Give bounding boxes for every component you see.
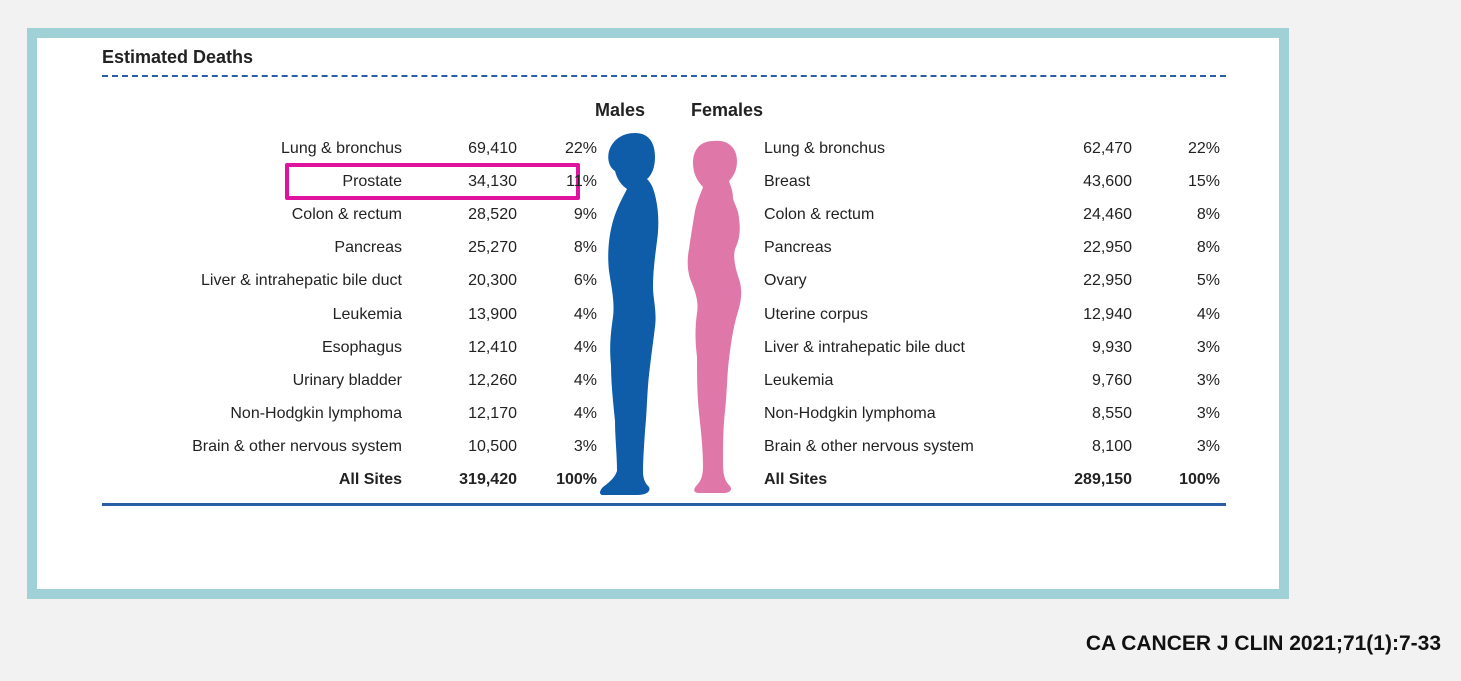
death-percent: 8% [573,239,597,256]
prostate-highlight-box [285,163,580,200]
table-row: Colon & rectum 28,520 9% [147,198,597,231]
table-row: Esophagus 12,410 4% [147,331,597,364]
death-percent: 4% [573,339,597,356]
table-row: Brain & other nervous system 10,500 3% [147,430,597,463]
table-row: Non-Hodgkin lymphoma 12,170 4% [147,397,597,430]
table-row: Prostate 34,130 11% [147,165,597,198]
death-percent: 3% [573,438,597,455]
death-count: 69,410 [468,140,517,157]
site-name: Non-Hodgkin lymphoma [764,405,936,422]
death-percent: 3% [1196,372,1220,389]
estimated-deaths-panel: Estimated Deaths Males Females Lung & br… [27,28,1289,599]
death-percent: 22% [1187,140,1220,157]
table-row: Uterine corpus 12,940 4% [764,298,1220,331]
death-count: 12,170 [468,405,517,422]
death-count: 10,500 [468,438,517,455]
table-row: Liver & intrahepatic bile duct 20,300 6% [147,264,597,297]
death-count: 34,130 [468,173,517,190]
death-count: 12,410 [468,339,517,356]
site-name: Non-Hodgkin lymphoma [230,405,402,422]
table-row: Breast 43,600 15% [764,165,1220,198]
table-row: Lung & bronchus 62,470 22% [764,132,1220,165]
table-row: Colon & rectum 24,460 8% [764,198,1220,231]
site-name: Esophagus [321,339,402,356]
site-name: Lung & bronchus [281,140,402,157]
dashed-divider [102,75,1226,77]
bottom-rule [102,503,1226,506]
site-name: Urinary bladder [292,372,402,389]
site-name: All Sites [764,471,828,488]
site-name: Ovary [764,272,807,289]
site-name: All Sites [338,471,402,488]
death-count: 8,550 [1091,405,1132,422]
site-name: Leukemia [764,372,834,389]
table-row: Pancreas 25,270 8% [147,231,597,264]
site-name: Colon & rectum [291,206,402,223]
total-row: All Sites 319,420 100% [147,463,597,496]
death-count: 20,300 [468,272,517,289]
table-row: Non-Hodgkin lymphoma 8,550 3% [764,397,1220,430]
site-name: Liver & intrahepatic bile duct [201,272,402,289]
death-percent: 5% [1196,272,1220,289]
table-row: Lung & bronchus 69,410 22% [147,132,597,165]
death-percent: 4% [1196,306,1220,323]
death-count: 289,150 [1074,471,1132,488]
table-row: Ovary 22,950 5% [764,264,1220,297]
male-silhouette-icon [600,133,659,495]
site-name: Lung & bronchus [764,140,885,157]
death-count: 9,760 [1091,372,1132,389]
site-name: Leukemia [332,306,402,323]
table-row: Leukemia 9,760 3% [764,364,1220,397]
death-percent: 9% [573,206,597,223]
table-row: Pancreas 22,950 8% [764,231,1220,264]
site-name: Pancreas [764,239,832,256]
death-percent: 8% [1196,206,1220,223]
death-count: 28,520 [468,206,517,223]
death-count: 24,460 [1083,206,1132,223]
death-count: 62,470 [1083,140,1132,157]
death-percent: 4% [573,306,597,323]
table-row: Urinary bladder 12,260 4% [147,364,597,397]
death-count: 43,600 [1083,173,1132,190]
death-count: 9,930 [1091,339,1132,356]
site-name: Pancreas [334,239,402,256]
death-percent: 4% [573,372,597,389]
death-percent: 3% [1196,339,1220,356]
death-percent: 15% [1187,173,1220,190]
site-name: Colon & rectum [764,206,875,223]
death-percent: 22% [564,140,597,157]
female-silhouette-icon [687,140,742,494]
death-percent: 100% [1179,471,1220,488]
death-percent: 4% [573,405,597,422]
death-count: 319,420 [459,471,517,488]
site-name: Prostate [342,173,402,190]
males-label: Males [595,100,646,120]
citation: CA CANCER J CLIN 2021;71(1):7-33 [1085,632,1441,655]
death-count: 8,100 [1091,438,1132,455]
total-row: All Sites 289,150 100% [764,463,1220,496]
site-name: Uterine corpus [764,306,869,323]
death-count: 22,950 [1083,272,1132,289]
table-row: Brain & other nervous system 8,100 3% [764,430,1220,463]
site-name: Breast [764,173,811,190]
panel-heading: Estimated Deaths [102,47,254,67]
death-percent: 6% [573,272,597,289]
site-name: Liver & intrahepatic bile duct [764,339,965,356]
death-count: 13,900 [468,306,517,323]
death-percent: 8% [1196,239,1220,256]
site-name: Brain & other nervous system [192,438,402,455]
death-percent: 3% [1196,438,1220,455]
death-percent: 11% [566,173,597,190]
table-row: Liver & intrahepatic bile duct 9,930 3% [764,331,1220,364]
death-count: 25,270 [468,239,517,256]
table-row: Leukemia 13,900 4% [147,298,597,331]
site-name: Brain & other nervous system [764,438,974,455]
females-label: Females [691,100,764,120]
death-percent: 100% [556,471,597,488]
death-percent: 3% [1196,405,1220,422]
death-count: 22,950 [1083,239,1132,256]
death-count: 12,260 [468,372,517,389]
death-count: 12,940 [1083,306,1132,323]
